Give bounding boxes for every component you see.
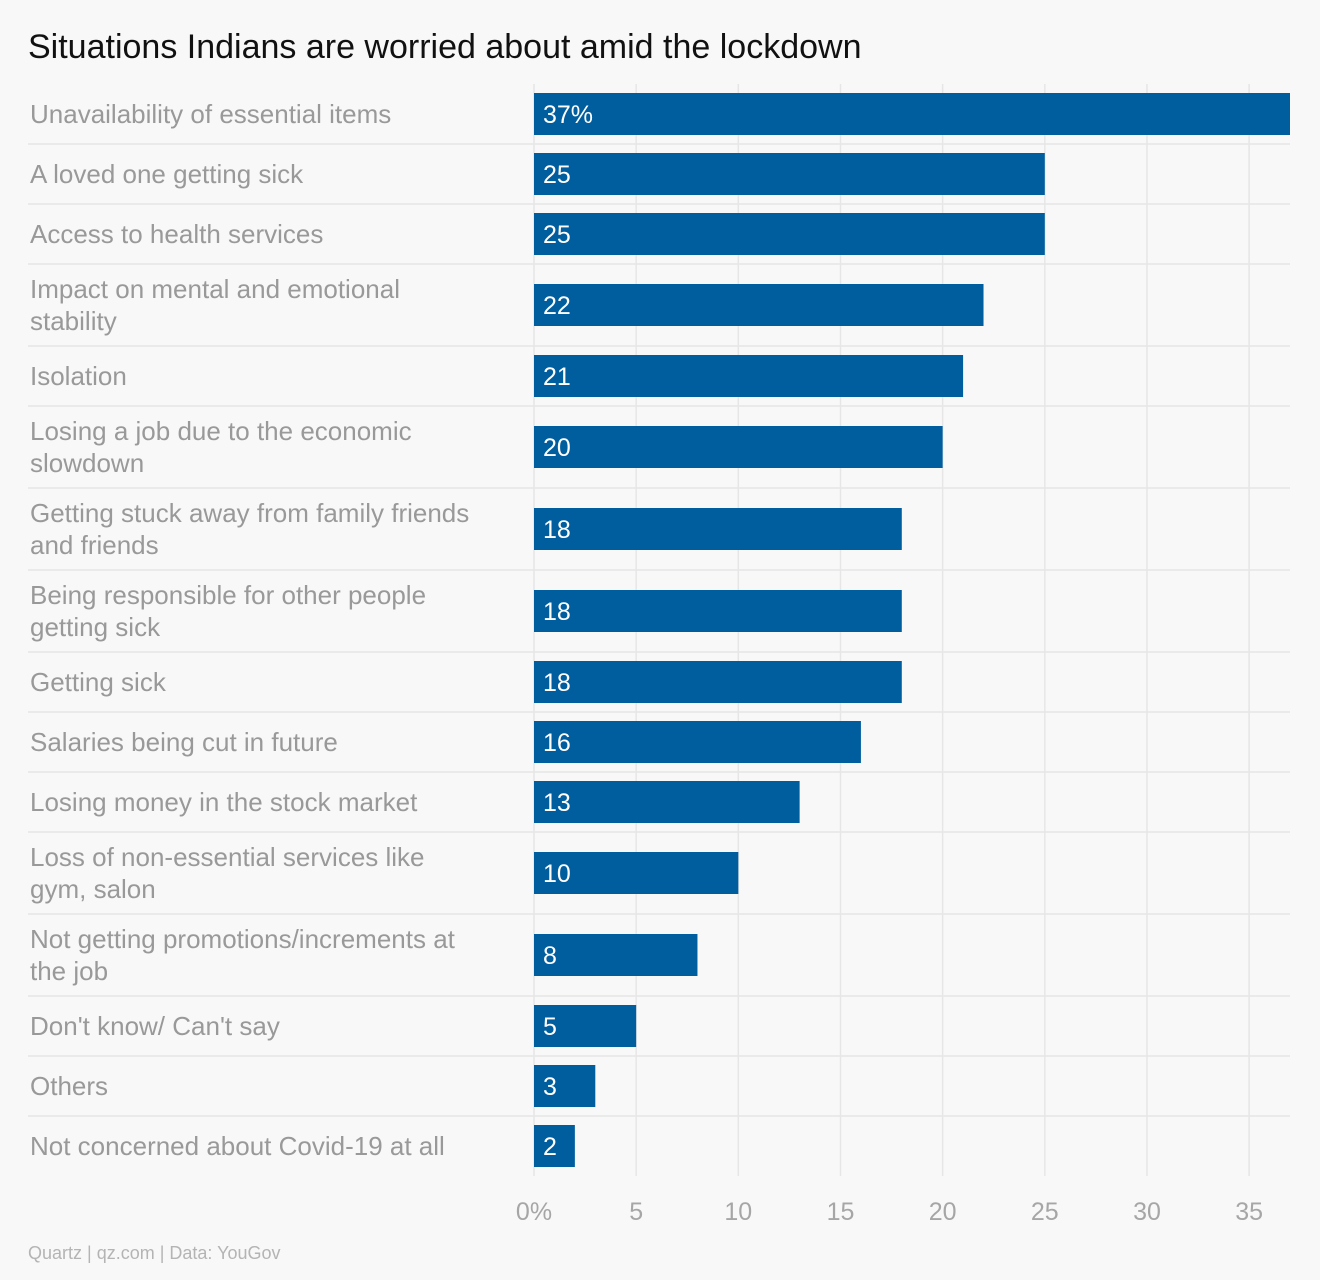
bar-value-label: 25 bbox=[543, 161, 571, 189]
source-footer: Quartz | qz.com | Data: YouGov bbox=[28, 1243, 281, 1263]
bar bbox=[534, 1065, 596, 1107]
bar bbox=[534, 284, 984, 326]
bar bbox=[534, 721, 861, 763]
bar bbox=[534, 661, 902, 703]
x-tick-label: 35 bbox=[1235, 1198, 1263, 1226]
bar-value-label: 18 bbox=[543, 598, 571, 626]
bar-value-label: 13 bbox=[543, 789, 571, 817]
bar-value-label: 18 bbox=[543, 516, 571, 544]
bar bbox=[534, 1005, 637, 1047]
bar-value-label: 18 bbox=[543, 669, 571, 697]
category-label: Loss of non-essential services like bbox=[30, 842, 425, 872]
bar-value-label: 37% bbox=[543, 101, 593, 129]
bar-value-label: 3 bbox=[543, 1073, 557, 1101]
category-label: Others bbox=[30, 1071, 108, 1101]
category-label: Salaries being cut in future bbox=[30, 727, 338, 757]
category-label: getting sick bbox=[30, 612, 161, 642]
category-label: and friends bbox=[30, 530, 159, 560]
bar bbox=[534, 426, 943, 468]
category-label: Impact on mental and emotional bbox=[30, 274, 400, 304]
category-label: Not getting promotions/increments at bbox=[30, 924, 456, 954]
bar-value-label: 2 bbox=[543, 1133, 557, 1161]
category-label: Don't know/ Can't say bbox=[30, 1011, 280, 1041]
bar-value-label: 8 bbox=[543, 942, 557, 970]
bar bbox=[534, 355, 964, 397]
category-label: Losing money in the stock market bbox=[30, 787, 418, 817]
chart-title: Situations Indians are worried about ami… bbox=[28, 28, 862, 66]
category-label: Losing a job due to the economic bbox=[30, 416, 412, 446]
bar-value-label: 22 bbox=[543, 292, 571, 320]
bar bbox=[534, 590, 902, 632]
bar bbox=[534, 153, 1045, 195]
category-label: the job bbox=[30, 956, 108, 986]
category-label: Isolation bbox=[30, 361, 127, 391]
bar bbox=[534, 213, 1045, 255]
x-tick-label: 0% bbox=[516, 1198, 552, 1226]
category-label: A loved one getting sick bbox=[30, 159, 304, 189]
bar-value-label: 20 bbox=[543, 434, 571, 462]
category-label: Not concerned about Covid-19 at all bbox=[30, 1131, 445, 1161]
x-tick-label: 5 bbox=[629, 1198, 643, 1226]
category-label: slowdown bbox=[30, 448, 144, 478]
bar-value-label: 5 bbox=[543, 1013, 557, 1041]
category-label: gym, salon bbox=[30, 874, 156, 904]
x-tick-label: 20 bbox=[929, 1198, 957, 1226]
bar bbox=[534, 93, 1290, 135]
bar-value-label: 25 bbox=[543, 221, 571, 249]
bar bbox=[534, 781, 800, 823]
x-tick-label: 25 bbox=[1031, 1198, 1059, 1226]
category-label: Access to health services bbox=[30, 219, 323, 249]
x-tick-label: 10 bbox=[724, 1198, 752, 1226]
bar-value-label: 21 bbox=[543, 363, 571, 391]
bar-value-label: 16 bbox=[543, 729, 571, 757]
bar-value-label: 10 bbox=[543, 860, 571, 888]
category-label: stability bbox=[30, 306, 117, 336]
category-label: Unavailability of essential items bbox=[30, 99, 391, 129]
category-label: Getting stuck away from family friends bbox=[30, 498, 469, 528]
bar bbox=[534, 508, 902, 550]
bar bbox=[534, 1125, 575, 1167]
bar bbox=[534, 934, 698, 976]
x-tick-label: 30 bbox=[1133, 1198, 1161, 1226]
category-label: Getting sick bbox=[30, 667, 167, 697]
bar bbox=[534, 852, 739, 894]
category-label: Being responsible for other people bbox=[30, 580, 426, 610]
x-tick-label: 15 bbox=[827, 1198, 855, 1226]
